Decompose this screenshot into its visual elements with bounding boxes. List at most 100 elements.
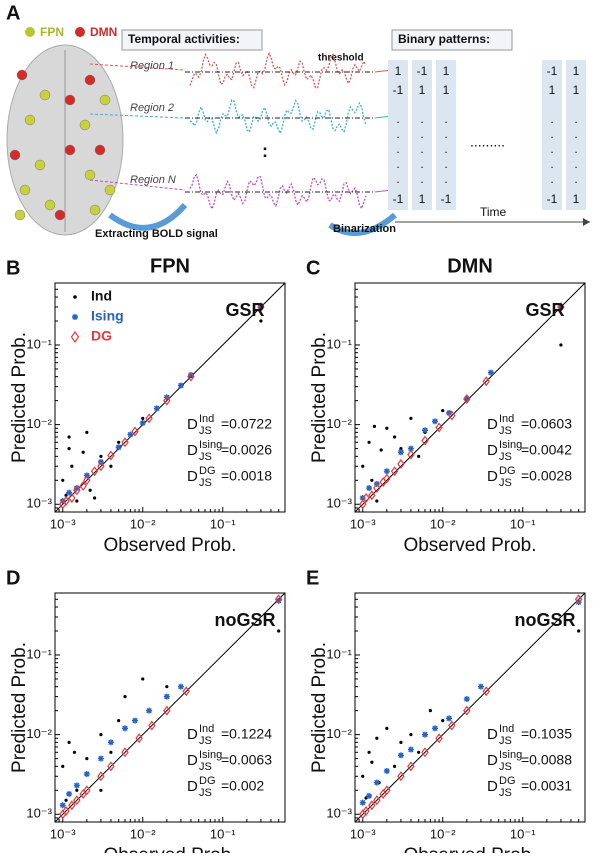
region-dot	[99, 94, 111, 106]
matrix-cell: 1	[573, 192, 580, 206]
point	[62, 495, 70, 506]
stat-value: =0.0042	[521, 442, 572, 458]
chart-title: FPN	[150, 255, 190, 277]
x-tick-label: 10⁻²	[430, 516, 456, 531]
arrow-label: Extracting BOLD signal	[95, 228, 218, 240]
region-dot	[104, 184, 116, 196]
point	[62, 805, 70, 816]
stat-sub: JS	[199, 761, 212, 773]
legend-label: Ising	[91, 308, 124, 324]
plot-frame	[354, 592, 586, 823]
matrix-dot: .	[574, 127, 577, 141]
box	[391, 29, 513, 51]
point	[277, 629, 281, 633]
stat-value: =0.0088	[521, 752, 572, 768]
point	[435, 733, 443, 744]
point	[99, 733, 103, 737]
x-tick-label: 10⁻¹	[210, 826, 236, 841]
stat-sup: DG	[199, 465, 216, 477]
point	[441, 409, 445, 413]
point	[187, 371, 194, 378]
x-tick-label: 10⁻³	[350, 826, 376, 841]
chart: B FPN 10⁻³ 10⁻² 10⁻¹ 10⁻³ 10⁻² 10⁻¹ Observed Pro…	[6, 255, 286, 556]
point	[361, 774, 365, 778]
vertical-ellipsis: :	[262, 141, 268, 161]
point	[99, 788, 103, 792]
point	[68, 492, 76, 503]
point	[121, 437, 129, 448]
matrix-column	[388, 60, 408, 210]
point	[379, 448, 383, 452]
matrix-cell: 1	[573, 64, 580, 78]
matrix-dot: .	[444, 157, 447, 171]
panel-label: D	[6, 567, 20, 589]
point	[81, 450, 85, 454]
y-tick-label: 10⁻²	[326, 726, 352, 741]
point	[107, 739, 114, 746]
point	[375, 736, 379, 740]
stat-sup: Ind	[199, 723, 214, 735]
x-tick-label: 10⁻²	[430, 826, 456, 841]
y-tick-label: 10⁻³	[326, 806, 352, 821]
point	[383, 767, 390, 774]
point	[428, 709, 432, 713]
stat-sup: DG	[499, 775, 516, 787]
region-label: Region 1	[130, 60, 174, 72]
point	[366, 792, 373, 799]
y-axis-label: Predicted Prob.	[309, 642, 330, 773]
region-dot	[24, 114, 36, 126]
region-dot	[34, 159, 46, 171]
point	[421, 747, 429, 758]
legend-label: FPN	[40, 25, 64, 39]
bold-signal	[189, 99, 367, 135]
point	[73, 485, 80, 492]
stat-sub: JS	[499, 735, 512, 747]
x-tick-label: 10⁻³	[50, 516, 76, 531]
point	[79, 480, 87, 491]
y-tick-label: 10⁻²	[326, 416, 352, 431]
point	[482, 376, 491, 387]
point	[448, 410, 456, 421]
point	[182, 686, 191, 697]
matrix-cell: -1	[441, 192, 452, 206]
matrix-dot: .	[550, 172, 553, 186]
point	[431, 418, 438, 425]
y-tick-label: 10⁻³	[326, 496, 352, 511]
point	[177, 683, 184, 690]
point	[153, 405, 160, 412]
plot-frame	[354, 282, 586, 513]
y-axis-label: Predicted Prob.	[9, 332, 30, 463]
region-dot	[9, 149, 21, 161]
point	[383, 785, 391, 796]
x-tick-label: 10⁻²	[130, 826, 156, 841]
point	[83, 475, 91, 486]
point	[122, 725, 129, 732]
point	[463, 395, 470, 402]
x-tick-label: 10⁻³	[50, 826, 76, 841]
point	[397, 771, 405, 782]
matrix-dot: .	[420, 172, 423, 186]
point	[97, 755, 104, 762]
matrix-cell: 1	[419, 192, 426, 206]
stat-symbol: D	[187, 726, 198, 743]
y-tick-label: 10⁻¹	[326, 646, 352, 661]
stat-sub: JS	[499, 787, 512, 799]
region-dot	[84, 169, 96, 181]
stat-symbol: D	[187, 416, 198, 433]
legend-label: Ind	[91, 288, 112, 304]
matrix-cell: -1	[417, 64, 428, 78]
stat-sub: JS	[199, 477, 212, 489]
matrix-cell: -1	[393, 83, 404, 97]
point	[397, 752, 404, 759]
matrix-dot: .	[550, 112, 553, 126]
point	[107, 761, 115, 772]
point	[557, 301, 565, 312]
point	[362, 492, 370, 503]
region-dot	[89, 204, 101, 216]
stat-sup: Ising	[199, 439, 222, 451]
point	[70, 464, 74, 468]
stat-value: =0.0028	[521, 468, 572, 484]
point	[117, 719, 121, 723]
point	[61, 478, 65, 482]
stat-sup: Ising	[499, 439, 522, 451]
